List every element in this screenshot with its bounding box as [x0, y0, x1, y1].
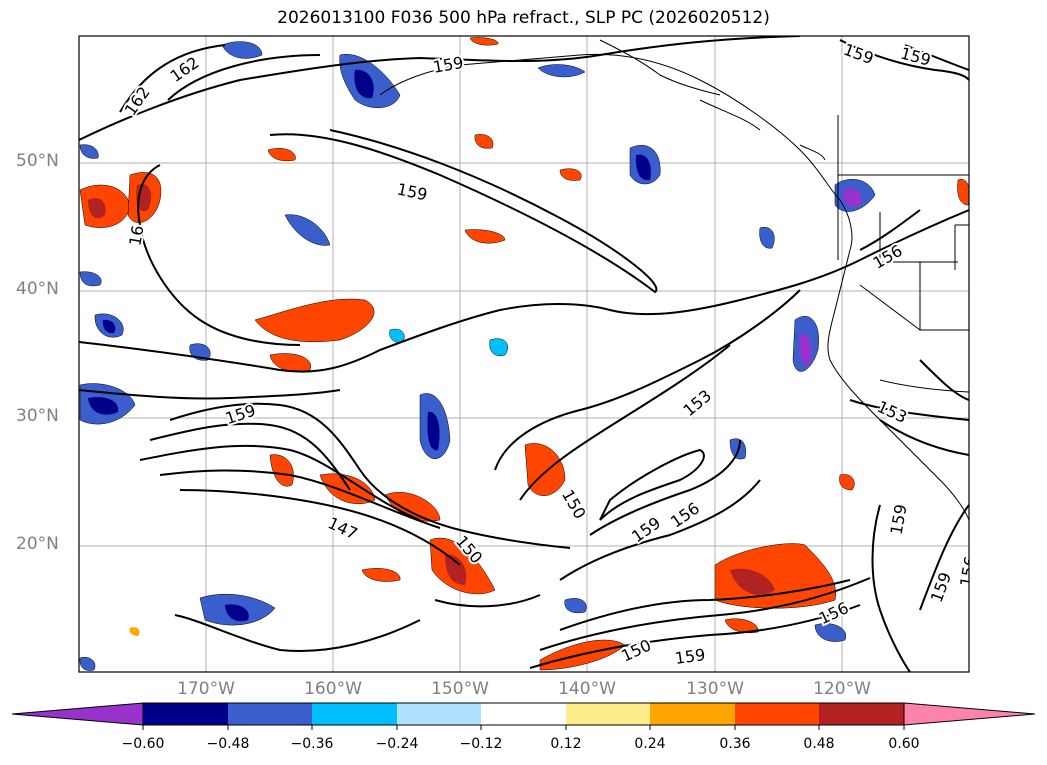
colorbar-tick-label: −0.12	[459, 736, 503, 752]
colorbar-bin	[228, 703, 312, 725]
refractivity-shading	[79, 37, 969, 671]
colorbar-extend-high	[903, 702, 1036, 726]
lon-label-130w: 130°W	[686, 679, 744, 699]
colorbar-bin	[481, 703, 566, 725]
colorbar-bin	[650, 703, 735, 725]
coastlines	[379, 39, 969, 521]
colorbar-bin	[312, 703, 397, 725]
colorbar-extend-low	[11, 702, 144, 726]
contour-label: 16	[125, 224, 147, 247]
colorbar-bin	[819, 703, 904, 725]
colorbar-tick-label: −0.36	[290, 736, 334, 752]
lat-label-30n: 30°N	[16, 406, 59, 426]
map-title: 2026013100 F036 500 hPa refract., SLP PC…	[277, 8, 770, 28]
colorbar-bin	[143, 703, 228, 725]
lon-label-170w: 170°W	[177, 679, 235, 699]
colorbar-tick-label: −0.60	[121, 736, 165, 752]
map-panel	[79, 36, 969, 672]
map-border	[78, 35, 970, 673]
lat-label-50n: 50°N	[16, 151, 59, 171]
slp-contours	[79, 36, 969, 672]
colorbar-frame	[142, 702, 905, 726]
colorbar-tick-label: −0.48	[206, 736, 250, 752]
colorbar	[11, 702, 1036, 730]
colorbar-tick-label: 0.12	[550, 736, 582, 752]
colorbar-tick-label: 0.36	[719, 736, 751, 752]
lat-label-20n: 20°N	[16, 534, 59, 554]
lon-label-160w: 160°W	[304, 679, 362, 699]
lon-label-150w: 150°W	[431, 679, 489, 699]
colorbar-bin	[735, 703, 819, 725]
lon-label-140w: 140°W	[558, 679, 616, 699]
colorbar-tick-label: 0.24	[634, 736, 666, 752]
colorbar-bin	[566, 703, 650, 725]
contour-label: 156	[956, 555, 980, 588]
colorbar-tick-label: −0.24	[375, 736, 419, 752]
lat-label-40n: 40°N	[16, 279, 59, 299]
colorbar-tick-label: 0.48	[803, 736, 835, 752]
lon-label-120w: 120°W	[813, 679, 871, 699]
colorbar-tick-label: 0.60	[888, 736, 920, 752]
colorbar-bin	[397, 703, 481, 725]
